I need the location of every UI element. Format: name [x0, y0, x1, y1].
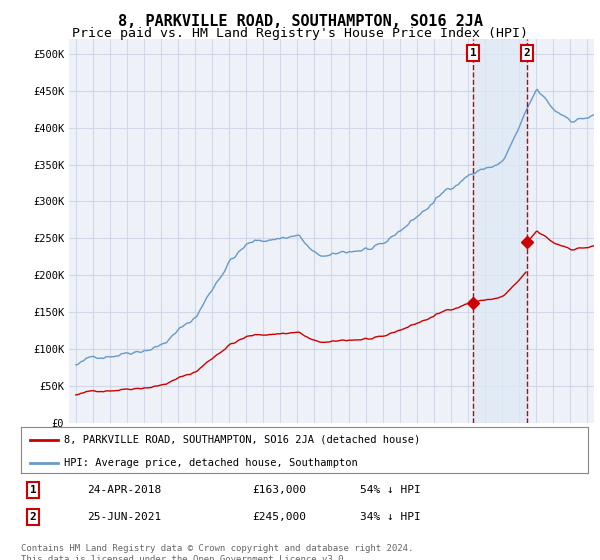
Text: 2: 2	[524, 48, 530, 58]
Text: £163,000: £163,000	[252, 485, 306, 495]
Text: 8, PARKVILLE ROAD, SOUTHAMPTON, SO16 2JA (detached house): 8, PARKVILLE ROAD, SOUTHAMPTON, SO16 2JA…	[64, 435, 420, 445]
Text: 25-JUN-2021: 25-JUN-2021	[87, 512, 161, 522]
Text: Price paid vs. HM Land Registry's House Price Index (HPI): Price paid vs. HM Land Registry's House …	[72, 27, 528, 40]
Text: 8, PARKVILLE ROAD, SOUTHAMPTON, SO16 2JA: 8, PARKVILLE ROAD, SOUTHAMPTON, SO16 2JA	[118, 14, 482, 29]
Bar	[473, 39, 527, 423]
Text: 2: 2	[29, 512, 37, 522]
Text: £245,000: £245,000	[252, 512, 306, 522]
Text: HPI: Average price, detached house, Southampton: HPI: Average price, detached house, Sout…	[64, 458, 357, 468]
Text: 34% ↓ HPI: 34% ↓ HPI	[360, 512, 421, 522]
Text: 54% ↓ HPI: 54% ↓ HPI	[360, 485, 421, 495]
Text: 1: 1	[470, 48, 476, 58]
Text: Contains HM Land Registry data © Crown copyright and database right 2024.
This d: Contains HM Land Registry data © Crown c…	[21, 544, 413, 560]
Text: 24-APR-2018: 24-APR-2018	[87, 485, 161, 495]
Text: 1: 1	[29, 485, 37, 495]
